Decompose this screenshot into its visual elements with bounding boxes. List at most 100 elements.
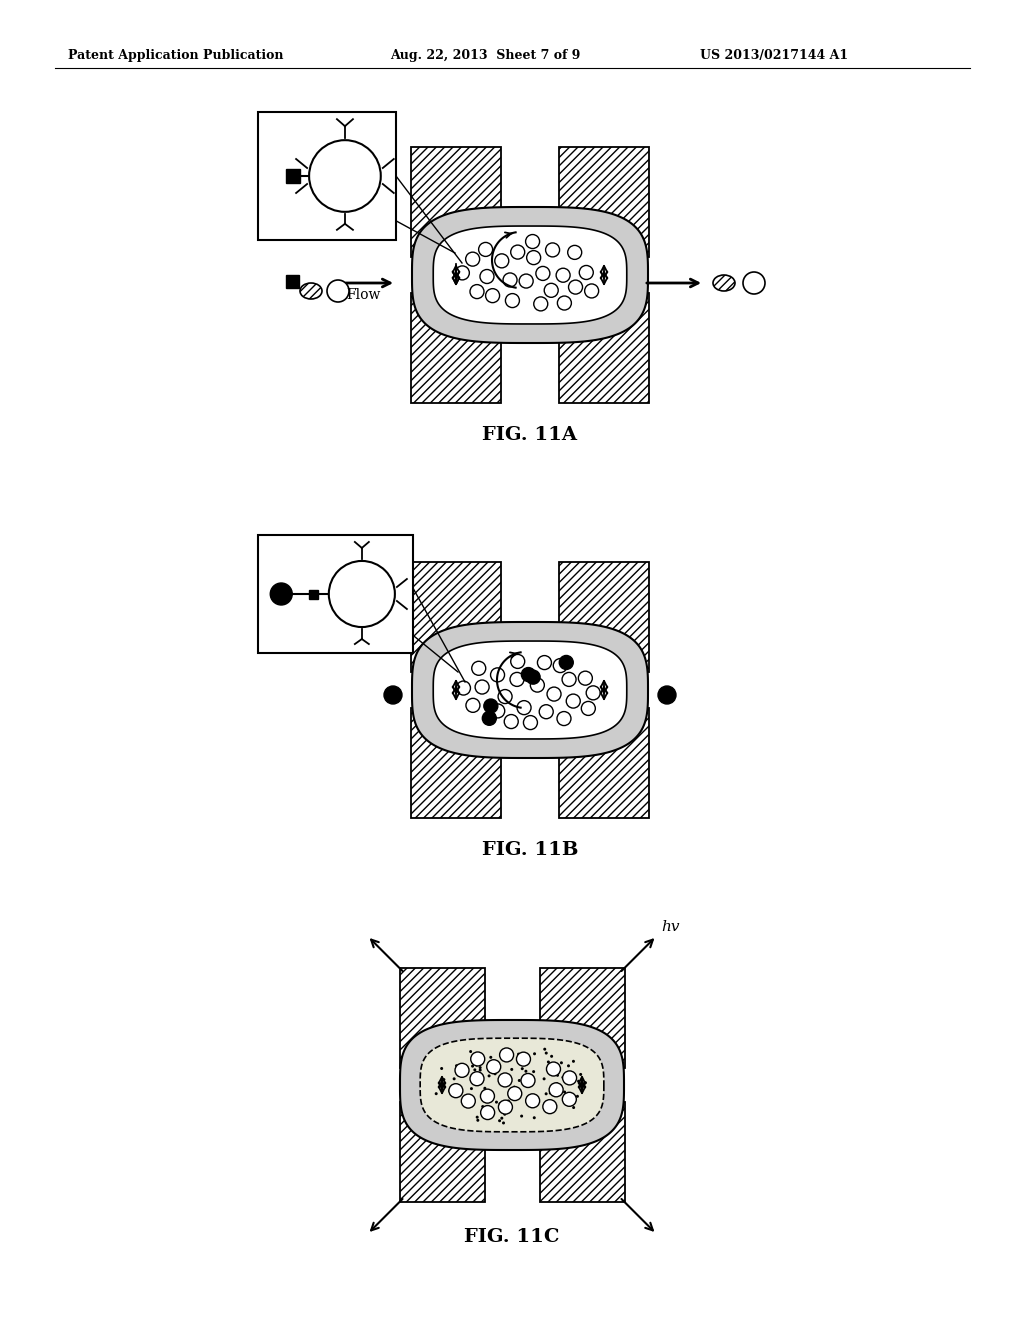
Circle shape [562,672,577,686]
Text: FIG. 11C: FIG. 11C [464,1228,560,1246]
Circle shape [507,1100,510,1102]
Bar [286,169,299,183]
Circle shape [572,1060,574,1063]
Circle shape [549,1082,563,1097]
Polygon shape [411,708,501,818]
Circle shape [455,1064,458,1067]
Circle shape [517,701,531,714]
Circle shape [547,688,561,701]
Circle shape [456,265,469,280]
Circle shape [457,681,470,696]
Circle shape [534,1052,536,1055]
Bar [258,112,396,240]
Circle shape [329,561,395,627]
Circle shape [309,140,381,211]
Circle shape [584,1081,587,1084]
Circle shape [503,1113,506,1115]
Circle shape [498,1119,501,1122]
Polygon shape [559,708,649,818]
Circle shape [510,1068,513,1071]
Circle shape [526,251,541,264]
Bar [258,535,413,653]
Ellipse shape [713,275,735,290]
Circle shape [545,1093,548,1096]
Polygon shape [540,1102,625,1203]
Circle shape [578,1080,580,1082]
Circle shape [481,1105,484,1107]
Polygon shape [433,642,627,739]
Circle shape [511,246,524,259]
Circle shape [501,1117,504,1119]
Polygon shape [559,562,649,672]
Circle shape [449,1084,463,1098]
Circle shape [563,1090,566,1093]
Circle shape [572,1106,575,1109]
Circle shape [560,1061,563,1064]
Circle shape [472,661,485,676]
Text: Patent Application Publication: Patent Application Publication [68,49,284,62]
Circle shape [475,1057,478,1060]
Circle shape [470,1072,484,1086]
Circle shape [466,1067,469,1069]
Circle shape [555,1082,558,1085]
Circle shape [510,672,524,686]
Circle shape [483,1086,486,1090]
Circle shape [530,678,545,692]
Text: hv: hv [662,920,680,935]
Circle shape [455,1064,469,1077]
Circle shape [556,268,570,282]
Circle shape [532,1071,536,1073]
Circle shape [435,1092,437,1096]
Circle shape [483,700,498,713]
Circle shape [580,265,593,280]
Circle shape [743,272,765,294]
Circle shape [547,1063,560,1076]
Text: FIG. 11B: FIG. 11B [481,841,579,859]
Circle shape [475,680,489,694]
Circle shape [469,1049,472,1053]
Circle shape [534,297,548,312]
Circle shape [499,1102,502,1105]
Circle shape [523,715,538,730]
Circle shape [478,1067,481,1069]
Circle shape [490,704,505,718]
Circle shape [543,1077,546,1080]
Circle shape [519,275,534,288]
Circle shape [495,1101,498,1104]
Circle shape [525,1094,540,1107]
Circle shape [485,289,500,302]
Text: Flow: Flow [346,288,380,302]
Circle shape [461,1094,475,1107]
Circle shape [517,1052,520,1056]
Circle shape [442,1078,445,1081]
Circle shape [516,1052,530,1067]
Circle shape [480,269,494,284]
Circle shape [582,701,595,715]
Circle shape [586,686,600,700]
Circle shape [482,711,497,725]
Circle shape [471,1052,484,1067]
Circle shape [270,583,292,605]
Circle shape [544,1048,546,1051]
Circle shape [449,1089,452,1093]
Circle shape [540,705,553,718]
Circle shape [521,668,536,681]
Text: US 2013/0217144 A1: US 2013/0217144 A1 [700,49,848,62]
Circle shape [440,1067,443,1071]
Polygon shape [433,226,627,323]
Circle shape [556,1073,559,1077]
Circle shape [453,1077,456,1080]
Polygon shape [411,562,501,672]
Circle shape [585,284,599,298]
Circle shape [518,1078,521,1082]
Polygon shape [540,968,625,1068]
Bar [286,275,299,288]
Circle shape [566,694,581,708]
Circle shape [544,284,558,297]
Polygon shape [420,1039,604,1131]
Circle shape [478,1069,481,1072]
Circle shape [506,293,519,308]
Text: FIG. 11A: FIG. 11A [482,426,578,444]
Polygon shape [399,1102,484,1203]
Circle shape [562,1071,577,1085]
